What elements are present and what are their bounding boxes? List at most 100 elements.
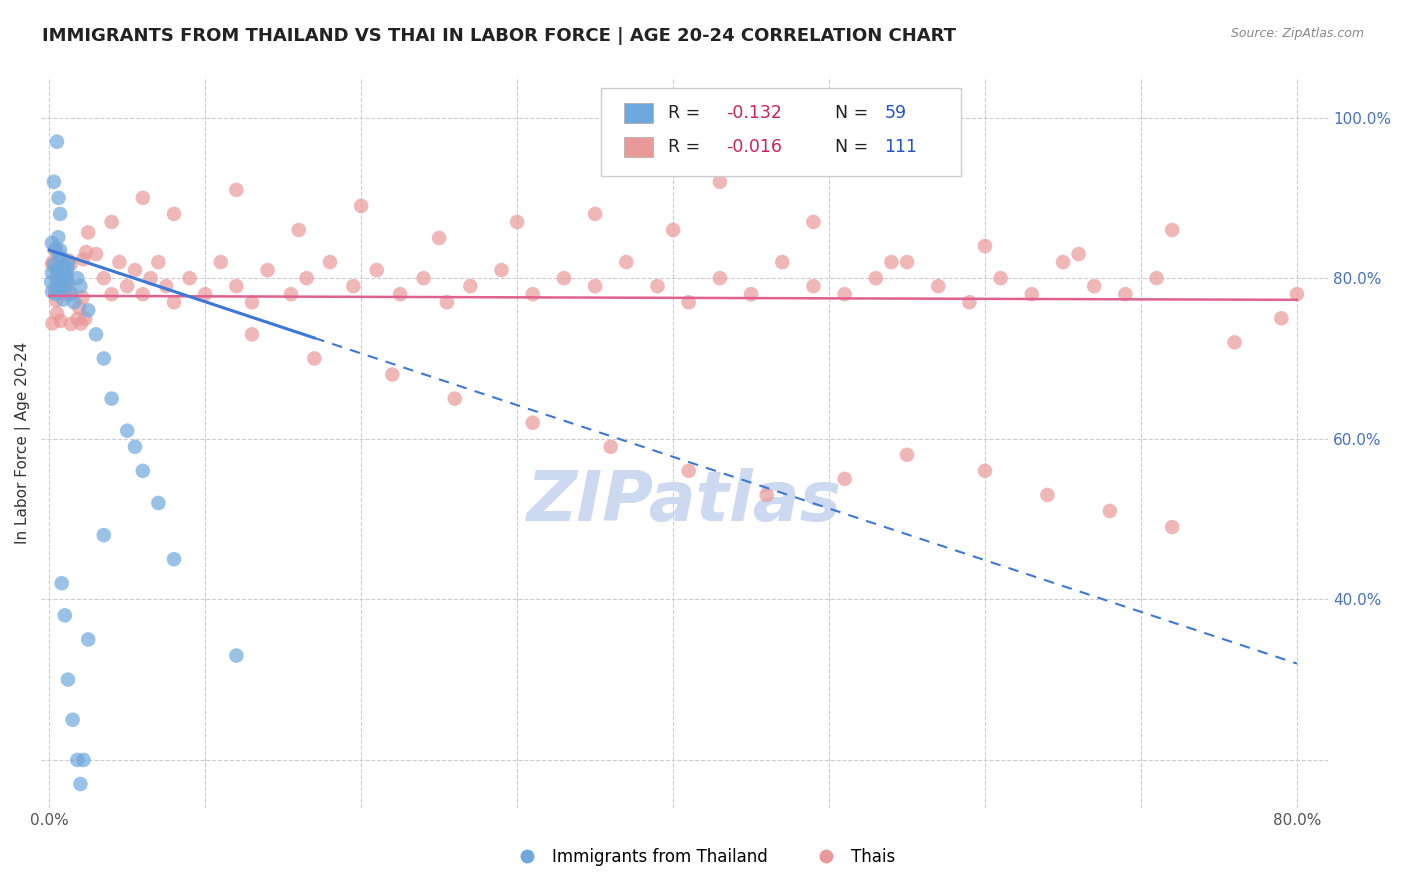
Point: [412, 271, 434, 285]
Point: [194, 287, 217, 301]
Point: [678, 464, 700, 478]
Point: [69, 279, 91, 293]
Point: [53, 284, 76, 298]
Point: [53, 608, 76, 623]
Point: [115, 424, 138, 438]
Point: [1052, 255, 1074, 269]
Point: [56, 673, 79, 687]
Point: [287, 223, 309, 237]
Point: [49, 280, 72, 294]
Point: [41, 235, 63, 250]
Point: [42, 175, 65, 189]
Point: [46, 268, 69, 282]
Point: [599, 440, 621, 454]
Point: [1285, 287, 1308, 301]
Point: [56, 277, 79, 291]
FancyBboxPatch shape: [624, 136, 652, 157]
Text: N =: N =: [835, 138, 875, 156]
Point: [342, 279, 364, 293]
Point: [1146, 271, 1168, 285]
Legend: Immigrants from Thailand, Thais: Immigrants from Thailand, Thais: [503, 842, 903, 873]
Point: [48, 264, 70, 278]
Point: [491, 263, 513, 277]
Point: [75, 311, 97, 326]
Point: [163, 295, 186, 310]
Point: [770, 255, 793, 269]
Point: [46, 263, 69, 277]
Point: [93, 528, 115, 542]
Point: [389, 287, 412, 301]
Point: [381, 368, 404, 382]
Point: [46, 307, 69, 321]
Text: ZIPatlas: ZIPatlas: [527, 467, 842, 534]
Point: [56, 255, 79, 269]
Point: [522, 287, 544, 301]
Point: [1114, 287, 1136, 301]
Point: [662, 223, 685, 237]
Text: 111: 111: [884, 138, 917, 156]
Point: [51, 280, 73, 294]
Point: [93, 351, 115, 366]
Point: [132, 287, 155, 301]
Point: [240, 295, 263, 310]
Text: R =: R =: [668, 138, 706, 156]
Point: [225, 648, 247, 663]
Point: [45, 293, 67, 308]
Y-axis label: In Labor Force | Age 20-24: In Labor Force | Age 20-24: [15, 342, 31, 544]
Point: [55, 267, 77, 281]
Point: [974, 239, 997, 253]
Point: [41, 317, 63, 331]
Point: [280, 287, 302, 301]
Point: [124, 440, 146, 454]
Point: [1083, 279, 1105, 293]
Point: [100, 215, 122, 229]
Point: [443, 392, 465, 406]
Point: [70, 317, 93, 331]
Point: [614, 255, 637, 269]
Point: [709, 175, 731, 189]
Point: [1270, 311, 1292, 326]
Point: [803, 215, 825, 229]
Point: [974, 464, 997, 478]
Point: [67, 301, 90, 315]
Point: [72, 291, 94, 305]
Point: [319, 255, 342, 269]
Point: [52, 293, 75, 307]
Point: [41, 266, 63, 280]
FancyBboxPatch shape: [624, 103, 652, 123]
Point: [709, 271, 731, 285]
Point: [84, 247, 107, 261]
Point: [583, 279, 606, 293]
Point: [46, 274, 69, 288]
Point: [460, 279, 482, 293]
Point: [53, 287, 76, 301]
Point: [46, 277, 69, 291]
Point: [66, 753, 89, 767]
Point: [48, 271, 70, 285]
Point: [51, 279, 73, 293]
Point: [803, 279, 825, 293]
Text: R =: R =: [668, 104, 706, 122]
Point: [60, 287, 83, 301]
Point: [100, 287, 122, 301]
Point: [77, 303, 100, 318]
Point: [1223, 335, 1246, 350]
Point: [115, 279, 138, 293]
Point: [41, 285, 63, 299]
Point: [41, 258, 63, 272]
Point: [834, 287, 856, 301]
Point: [51, 278, 73, 293]
Point: [66, 271, 89, 285]
Point: [46, 135, 69, 149]
Text: IMMIGRANTS FROM THAILAND VS THAI IN LABOR FORCE | AGE 20-24 CORRELATION CHART: IMMIGRANTS FROM THAILAND VS THAI IN LABO…: [42, 27, 956, 45]
Point: [163, 552, 186, 566]
Point: [553, 271, 575, 285]
Point: [49, 260, 72, 274]
Text: Source: ZipAtlas.com: Source: ZipAtlas.com: [1230, 27, 1364, 40]
Point: [583, 207, 606, 221]
Point: [179, 271, 201, 285]
Point: [678, 295, 700, 310]
Point: [865, 271, 887, 285]
Point: [44, 257, 66, 271]
Point: [427, 231, 450, 245]
